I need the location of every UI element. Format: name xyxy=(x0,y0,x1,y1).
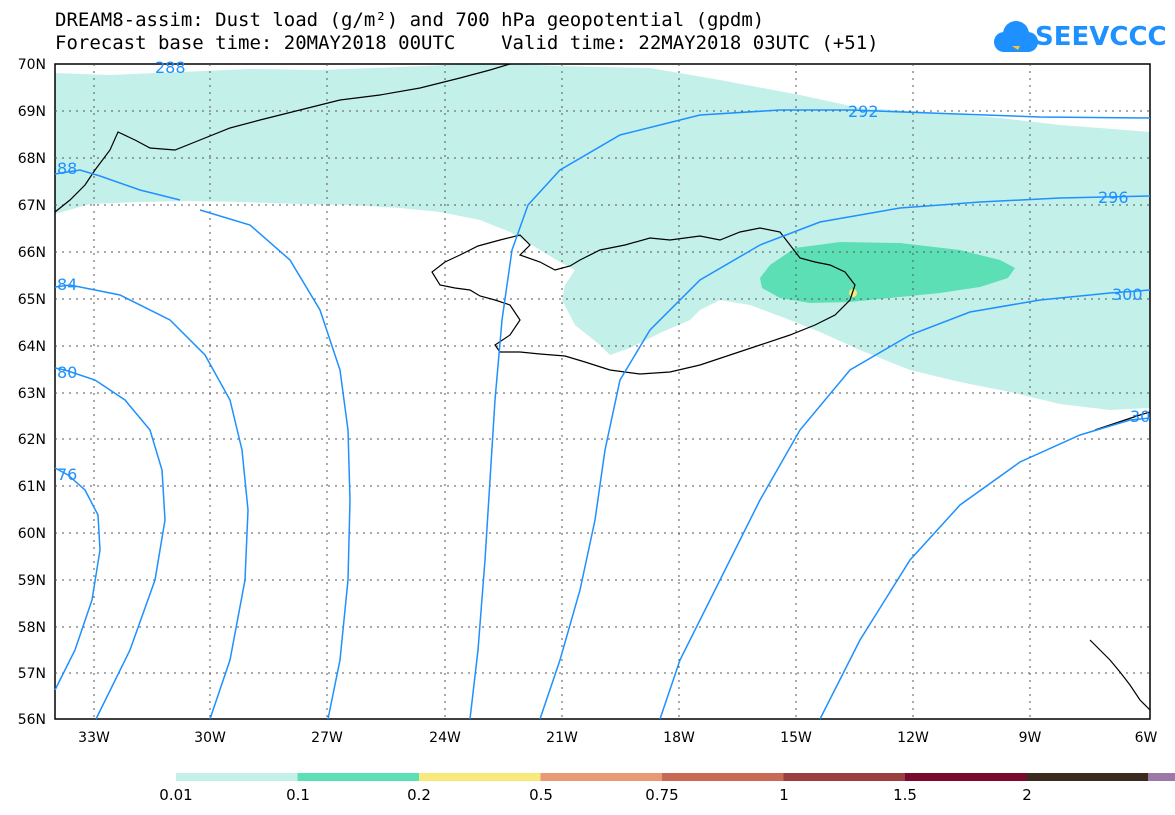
lon-label: 15W xyxy=(780,730,812,746)
contour-label-288: 288 xyxy=(155,58,186,77)
colorbar-label: 0.75 xyxy=(645,786,678,804)
map-title-line-2: Forecast base time: 20MAY2018 00UTC Vali… xyxy=(55,32,879,54)
lat-label: 58N xyxy=(18,620,46,636)
colorbar-label: 2 xyxy=(1022,786,1032,804)
lat-label: 65N xyxy=(18,292,46,308)
colorbar-label: 0.5 xyxy=(529,786,553,804)
lat-label: 66N xyxy=(18,245,46,261)
colorbar-label: 0.1 xyxy=(286,786,310,804)
lat-label: 67N xyxy=(18,198,46,214)
colorbar-swatch xyxy=(540,773,663,781)
colorbar-label: 1.5 xyxy=(893,786,917,804)
map-frame xyxy=(54,63,1151,720)
latitude-labels: 70N 69N 68N 67N 66N 65N 64N 63N 62N 61N … xyxy=(18,57,46,728)
colorbar-label: 0.2 xyxy=(407,786,431,804)
scotland-coast xyxy=(1089,639,1151,711)
iceland-coast xyxy=(431,227,856,375)
lon-label: 6W xyxy=(1135,730,1158,746)
contour-labels: 288 292 296 300 88 84 80 76 30 xyxy=(57,58,1150,484)
lat-label: 63N xyxy=(18,386,46,402)
lat-label: 57N xyxy=(18,666,46,682)
lat-label: 69N xyxy=(18,104,46,120)
colorbar-swatch xyxy=(905,773,1027,781)
cloud-icon xyxy=(994,21,1038,52)
colorbar xyxy=(176,773,1175,781)
colorbar-swatch xyxy=(1026,773,1149,781)
dust-shading-mid xyxy=(760,242,1015,303)
contour-label-76: 76 xyxy=(57,465,77,484)
lat-label: 70N xyxy=(18,57,46,73)
geopotential-contours xyxy=(54,109,1151,720)
norway-coast xyxy=(1094,411,1151,431)
contour-label-84: 84 xyxy=(57,275,77,294)
lat-label: 64N xyxy=(18,339,46,355)
lat-label: 59N xyxy=(18,573,46,589)
lon-label: 18W xyxy=(663,730,695,746)
map-title-line-1: DREAM8-assim: Dust load (g/m²) and 700 h… xyxy=(55,9,765,31)
colorbar-labels: 0.01 0.1 0.2 0.5 0.75 1 1.5 2 xyxy=(159,786,1031,804)
contour-label-296: 296 xyxy=(1098,188,1129,207)
colorbar-label: 0.01 xyxy=(159,786,192,804)
colorbar-swatch xyxy=(419,773,541,781)
colorbar-swatch xyxy=(783,773,906,781)
grid-lines xyxy=(55,64,1150,719)
contour-label-30: 30 xyxy=(1130,407,1150,426)
contour-label-300: 300 xyxy=(1112,285,1143,304)
lat-label: 68N xyxy=(18,151,46,167)
lon-label: 33W xyxy=(78,730,110,746)
seevccc-logo xyxy=(994,21,1038,52)
lon-label: 27W xyxy=(311,730,343,746)
contour-label-80: 80 xyxy=(57,363,77,382)
colorbar-swatch xyxy=(297,773,420,781)
lat-label: 61N xyxy=(18,479,46,495)
lat-label: 62N xyxy=(18,432,46,448)
lon-label: 12W xyxy=(897,730,929,746)
contour-label-292: 292 xyxy=(848,102,879,121)
lon-label: 9W xyxy=(1019,730,1042,746)
lon-label: 21W xyxy=(546,730,578,746)
greenland-coast xyxy=(54,63,511,213)
colorbar-swatch xyxy=(662,773,784,781)
colorbar-swatch xyxy=(1148,773,1175,781)
colorbar-label: 1 xyxy=(779,786,789,804)
longitude-labels: 33W 30W 27W 24W 21W 18W 15W 12W 9W 6W xyxy=(78,730,1157,746)
lat-label: 56N xyxy=(18,712,46,728)
contour-label-88: 88 xyxy=(57,159,77,178)
coastlines xyxy=(54,63,1151,711)
lat-label: 60N xyxy=(18,526,46,542)
lon-label: 30W xyxy=(194,730,226,746)
dust-shading-low xyxy=(55,64,1150,410)
lon-label: 24W xyxy=(429,730,461,746)
colorbar-swatch xyxy=(176,773,298,781)
logo-text: SEEVCCC xyxy=(1035,22,1167,52)
